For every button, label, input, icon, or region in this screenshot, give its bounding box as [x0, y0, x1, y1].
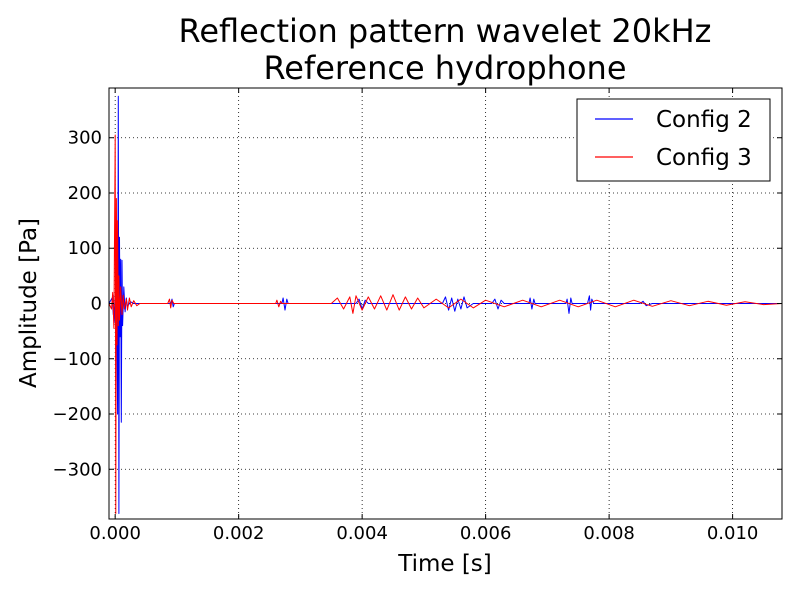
legend-box — [576, 98, 771, 182]
legend-label-config-3: Config 3 — [656, 145, 752, 171]
y-tick-label: 100 — [68, 238, 102, 259]
x-tick-label: 0.008 — [583, 523, 635, 544]
series-line-config-2 — [108, 95, 782, 514]
x-tick-label: 0.002 — [213, 523, 265, 544]
y-tick-label: 200 — [68, 183, 102, 204]
x-axis-label: Time [s] — [397, 551, 492, 577]
chart-title-line-1: Reflection pattern wavelet 20kHz — [179, 12, 712, 50]
y-tick-label: −200 — [53, 404, 102, 425]
ticks: 0.000 0.002 0.004 0.006 0.008 0.010 300 200 100 0… — [53, 88, 782, 544]
x-tick-label: 0.010 — [707, 523, 759, 544]
y-tick-label: 300 — [68, 128, 102, 149]
x-tick-label: 0.004 — [336, 523, 388, 544]
y-axis-label: Amplitude [Pa] — [16, 218, 42, 388]
y-tick-label: −300 — [53, 459, 102, 480]
x-tick-label: 0.000 — [89, 523, 141, 544]
legend-label-config-2: Config 2 — [656, 107, 752, 133]
series-group — [108, 95, 783, 514]
x-tick-label: 0.006 — [460, 523, 512, 544]
y-tick-label: −100 — [53, 349, 102, 370]
legend: Config 2 Config 3 — [576, 98, 771, 182]
chart-title-line-2: Reference hydrophone — [263, 49, 626, 87]
y-tick-label: 0 — [91, 294, 102, 315]
series-line-config-3 — [108, 134, 783, 514]
